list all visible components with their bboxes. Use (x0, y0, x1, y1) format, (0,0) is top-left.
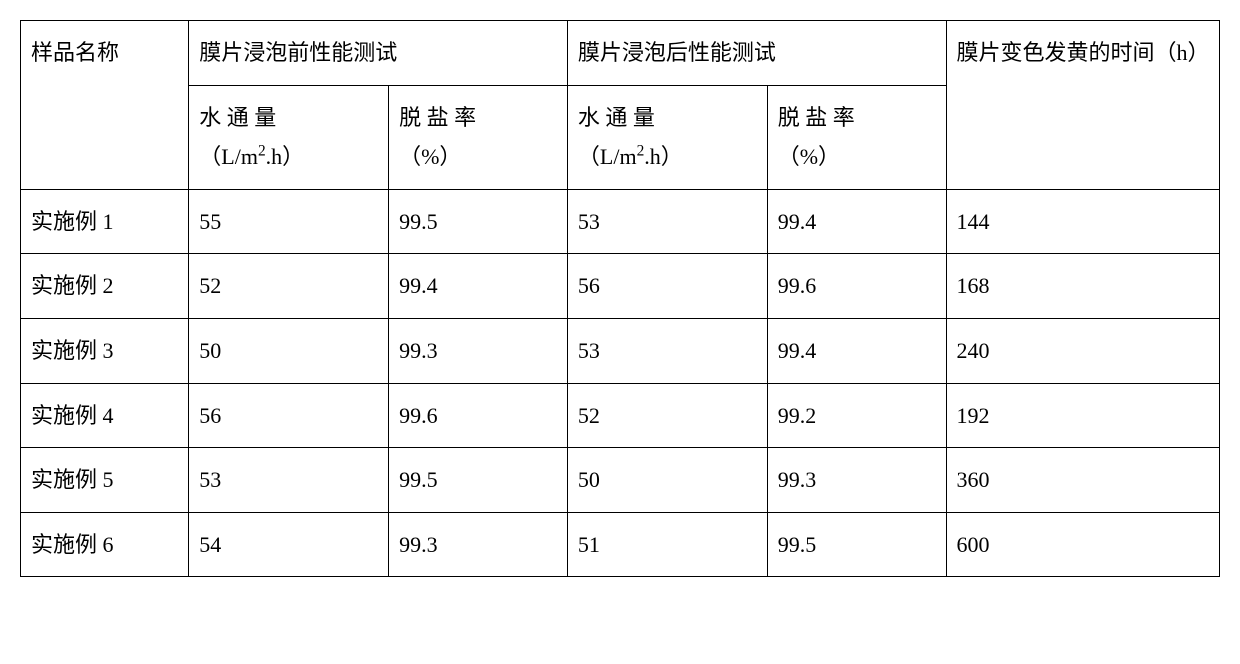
cell-before-rate: 99.3 (389, 512, 568, 577)
cell-yellow-time: 360 (946, 448, 1219, 513)
col-after-flux: 水 通 量（L/m2.h） (567, 85, 767, 189)
cell-after-flux: 52 (567, 383, 767, 448)
table-header-row-1: 样品名称 膜片浸泡前性能测试 膜片浸泡后性能测试 膜片变色发黄的时间（h） (21, 21, 1220, 86)
cell-before-flux: 55 (189, 189, 389, 254)
cell-after-rate: 99.3 (767, 448, 946, 513)
table-row: 实施例 35099.35399.4240 (21, 318, 1220, 383)
col-yellowing-time: 膜片变色发黄的时间（h） (946, 21, 1219, 190)
cell-before-rate: 99.5 (389, 448, 568, 513)
col-sample-name: 样品名称 (21, 21, 189, 190)
cell-yellow-time: 240 (946, 318, 1219, 383)
cell-after-rate: 99.4 (767, 189, 946, 254)
cell-before-flux: 53 (189, 448, 389, 513)
cell-name: 实施例 1 (21, 189, 189, 254)
table-row: 实施例 65499.35199.5600 (21, 512, 1220, 577)
cell-name: 实施例 4 (21, 383, 189, 448)
cell-before-flux: 52 (189, 254, 389, 319)
cell-after-rate: 99.2 (767, 383, 946, 448)
cell-yellow-time: 168 (946, 254, 1219, 319)
cell-before-flux: 56 (189, 383, 389, 448)
cell-after-flux: 51 (567, 512, 767, 577)
cell-after-rate: 99.4 (767, 318, 946, 383)
data-table: 样品名称 膜片浸泡前性能测试 膜片浸泡后性能测试 膜片变色发黄的时间（h） 水 … (20, 20, 1220, 577)
table-row: 实施例 25299.45699.6168 (21, 254, 1220, 319)
cell-before-rate: 99.4 (389, 254, 568, 319)
cell-name: 实施例 6 (21, 512, 189, 577)
table-row: 实施例 55399.55099.3360 (21, 448, 1220, 513)
cell-after-rate: 99.6 (767, 254, 946, 319)
cell-yellow-time: 144 (946, 189, 1219, 254)
col-after-rate: 脱 盐 率（%） (767, 85, 946, 189)
col-before-rate: 脱 盐 率（%） (389, 85, 568, 189)
cell-before-rate: 99.5 (389, 189, 568, 254)
cell-name: 实施例 5 (21, 448, 189, 513)
cell-after-flux: 53 (567, 189, 767, 254)
cell-after-flux: 53 (567, 318, 767, 383)
cell-name: 实施例 3 (21, 318, 189, 383)
cell-before-rate: 99.3 (389, 318, 568, 383)
table-row: 实施例 45699.65299.2192 (21, 383, 1220, 448)
col-after-soak: 膜片浸泡后性能测试 (567, 21, 946, 86)
cell-before-flux: 50 (189, 318, 389, 383)
cell-after-rate: 99.5 (767, 512, 946, 577)
cell-before-flux: 54 (189, 512, 389, 577)
col-before-soak: 膜片浸泡前性能测试 (189, 21, 568, 86)
cell-before-rate: 99.6 (389, 383, 568, 448)
cell-after-flux: 50 (567, 448, 767, 513)
cell-after-flux: 56 (567, 254, 767, 319)
table-row: 实施例 15599.55399.4144 (21, 189, 1220, 254)
col-before-flux: 水 通 量（L/m2.h） (189, 85, 389, 189)
cell-yellow-time: 600 (946, 512, 1219, 577)
cell-yellow-time: 192 (946, 383, 1219, 448)
cell-name: 实施例 2 (21, 254, 189, 319)
